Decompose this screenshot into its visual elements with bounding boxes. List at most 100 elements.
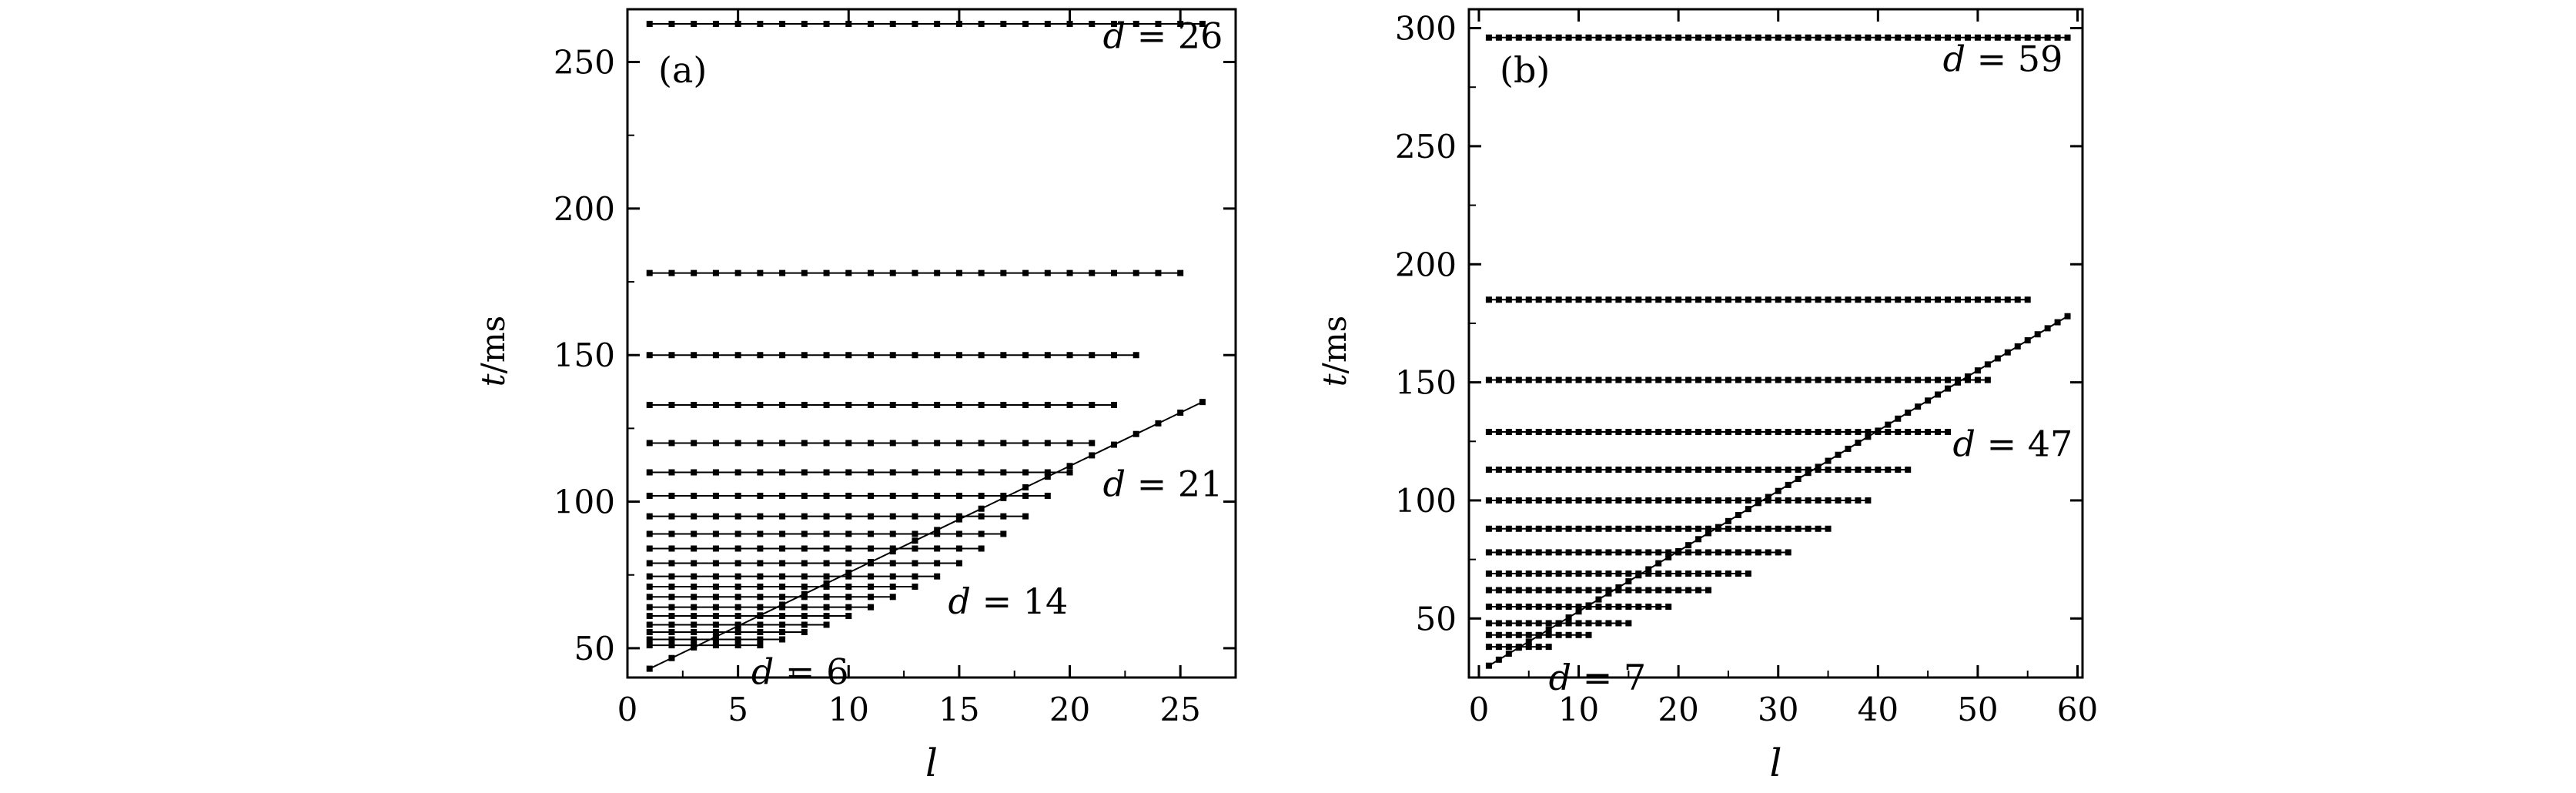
diagonal-data-point bbox=[978, 505, 985, 512]
data-point bbox=[1885, 34, 1892, 41]
data-point bbox=[1905, 376, 1912, 383]
data-point bbox=[912, 269, 918, 276]
data-point bbox=[1745, 429, 1751, 436]
data-point bbox=[1635, 497, 1642, 504]
data-point bbox=[1495, 376, 1502, 383]
data-point bbox=[1485, 429, 1492, 436]
data-point bbox=[779, 352, 786, 359]
data-point bbox=[1755, 296, 1761, 303]
data-point bbox=[2034, 34, 2041, 41]
data-point bbox=[1665, 603, 1672, 610]
annotation-var: d bbox=[1953, 423, 1975, 464]
diagonal-data-point bbox=[845, 569, 852, 576]
data-point bbox=[1795, 467, 1802, 473]
diagonal-data-point bbox=[1044, 473, 1051, 480]
data-point bbox=[1835, 497, 1842, 504]
data-point bbox=[1495, 497, 1502, 504]
data-point bbox=[868, 440, 874, 447]
data-point bbox=[734, 642, 741, 649]
data-point bbox=[734, 21, 741, 28]
data-point bbox=[1545, 467, 1552, 473]
x-tick-label: 0 bbox=[1469, 691, 1490, 728]
data-point bbox=[691, 469, 698, 476]
data-point bbox=[1132, 269, 1139, 276]
data-point bbox=[1495, 587, 1502, 594]
data-point bbox=[889, 269, 896, 276]
data-point bbox=[1635, 467, 1642, 473]
data-point bbox=[868, 21, 874, 28]
data-point bbox=[934, 573, 941, 580]
data-point bbox=[1177, 21, 1184, 28]
data-point bbox=[1745, 467, 1751, 473]
data-point bbox=[912, 469, 918, 476]
data-point bbox=[801, 401, 808, 408]
x-tick-label: 20 bbox=[1658, 691, 1698, 728]
data-point bbox=[2024, 34, 2031, 41]
data-point bbox=[1815, 296, 1822, 303]
data-point bbox=[779, 21, 786, 28]
data-point bbox=[1984, 34, 1991, 41]
data-point bbox=[912, 21, 918, 28]
y-tick-label: 150 bbox=[1395, 364, 1457, 402]
data-point bbox=[1695, 376, 1702, 383]
data-point bbox=[889, 573, 896, 580]
data-point bbox=[1545, 34, 1552, 41]
data-point bbox=[1555, 429, 1562, 436]
data-point bbox=[1565, 570, 1572, 577]
y-tick-label: 50 bbox=[574, 630, 615, 668]
data-point bbox=[1535, 376, 1542, 383]
data-point bbox=[1495, 525, 1502, 532]
data-point bbox=[734, 636, 741, 643]
data-point bbox=[1665, 296, 1672, 303]
data-point bbox=[779, 530, 786, 537]
data-point bbox=[845, 513, 852, 520]
diagonal-data-point bbox=[2004, 349, 2011, 356]
data-point bbox=[868, 469, 874, 476]
diagonal-data-point bbox=[1745, 506, 1751, 513]
data-point bbox=[691, 530, 698, 537]
data-point bbox=[1595, 603, 1602, 610]
diagonal-data-point bbox=[2054, 319, 2061, 326]
data-point bbox=[1945, 296, 1952, 303]
annotation-label: d = 47 bbox=[1953, 423, 2073, 464]
data-point bbox=[801, 440, 808, 447]
data-point bbox=[646, 642, 653, 649]
data-point bbox=[1815, 376, 1822, 383]
data-point bbox=[1675, 497, 1682, 504]
x-tick-label: 10 bbox=[828, 691, 869, 728]
data-point bbox=[1615, 497, 1622, 504]
data-point bbox=[1615, 296, 1622, 303]
diagonal-data-point bbox=[1525, 638, 1532, 645]
data-point bbox=[801, 560, 808, 567]
data-point bbox=[955, 269, 962, 276]
data-point bbox=[2024, 296, 2031, 303]
data-point bbox=[1795, 376, 1802, 383]
data-point bbox=[1000, 269, 1007, 276]
data-point bbox=[1044, 21, 1051, 28]
data-point bbox=[978, 21, 985, 28]
data-point bbox=[734, 613, 741, 620]
data-point bbox=[1505, 429, 1512, 436]
data-point bbox=[1705, 376, 1712, 383]
data-point bbox=[1645, 549, 1652, 556]
data-point bbox=[1525, 376, 1532, 383]
diagonal-data-point bbox=[2044, 325, 2051, 332]
data-point bbox=[1535, 570, 1542, 577]
data-point bbox=[1066, 269, 1073, 276]
data-point bbox=[1785, 467, 1791, 473]
data-point bbox=[646, 628, 653, 635]
data-point bbox=[1755, 525, 1761, 532]
x-axis-label: l bbox=[925, 741, 938, 785]
data-point bbox=[1022, 492, 1029, 499]
data-point bbox=[1111, 352, 1117, 359]
data-point bbox=[1755, 467, 1761, 473]
data-point bbox=[1000, 513, 1007, 520]
data-point bbox=[1685, 525, 1692, 532]
data-point bbox=[2004, 296, 2011, 303]
data-point bbox=[1555, 570, 1562, 577]
data-point bbox=[1625, 376, 1632, 383]
data-point bbox=[1595, 587, 1602, 594]
data-point bbox=[1525, 497, 1532, 504]
data-point bbox=[1695, 525, 1702, 532]
data-point bbox=[1675, 525, 1682, 532]
